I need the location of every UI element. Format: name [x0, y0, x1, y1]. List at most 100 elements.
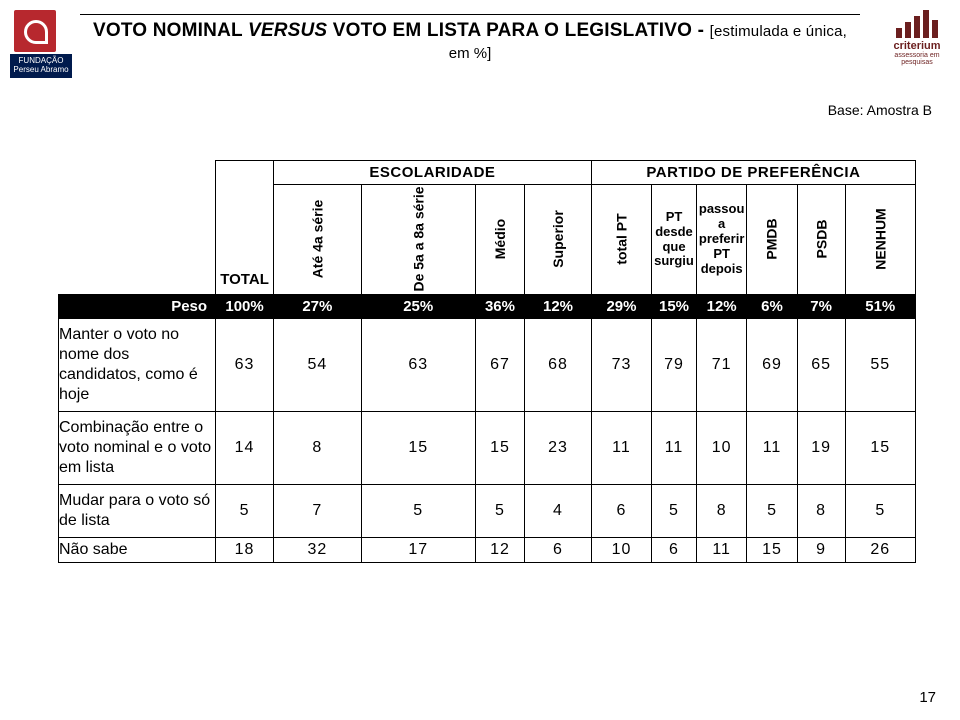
group-partido: PARTIDO DE PREFERÊNCIA: [591, 161, 915, 185]
r1c10: 15: [845, 412, 915, 485]
logo-criterium: criterium assessoria em pesquisas: [886, 10, 948, 66]
pt-depois-l4: depois: [701, 261, 743, 276]
peso-label: Peso: [59, 295, 216, 319]
page-title: VOTO NOMINAL VERSUS VOTO EM LISTA PARA O…: [80, 20, 860, 42]
r2c8: 5: [747, 485, 797, 538]
r0c4: 68: [525, 319, 592, 412]
criterium-brand: criterium: [886, 40, 948, 52]
r3c5: 10: [591, 538, 651, 563]
r3c7: 11: [696, 538, 747, 563]
r3c2: 17: [361, 538, 475, 563]
col-pt-total-label: total PT: [613, 213, 629, 264]
peso-3: 36%: [475, 295, 524, 319]
title-pre: VOTO NOMINAL: [93, 20, 248, 41]
r1c7: 10: [696, 412, 747, 485]
r2c1: 7: [274, 485, 362, 538]
blank-corner: [59, 161, 216, 295]
r3c9: 9: [797, 538, 845, 563]
row-2-label: Mudar para o voto só de lista: [59, 485, 216, 538]
peso-4: 12%: [525, 295, 592, 319]
peso-10: 51%: [845, 295, 915, 319]
criterium-sub2: pesquisas: [886, 59, 948, 66]
title-sub-inline: [estimulada e única,: [710, 23, 847, 40]
group-escolaridade: ESCOLARIDADE: [274, 161, 592, 185]
title-post: VOTO EM LISTA PARA O LEGISLATIVO -: [327, 20, 709, 41]
r1c5: 11: [591, 412, 651, 485]
r1c6: 11: [652, 412, 697, 485]
pt-depois-l1: a: [718, 216, 725, 231]
logo-fundacao: FUNDAÇÃO Perseu Abramo: [10, 10, 72, 78]
data-row-0: Manter o voto no nome dos candidatos, co…: [59, 319, 916, 412]
r3c0: 18: [216, 538, 274, 563]
r3c6: 6: [652, 538, 697, 563]
data-row-3: Não sabe 18 32 17 12 6 10 6 11 15 9 26: [59, 538, 916, 563]
col-psdb: PSDB: [797, 185, 845, 295]
row-0-label: Manter o voto no nome dos candidatos, co…: [59, 319, 216, 412]
page-subtitle: em %]: [80, 45, 860, 62]
col-esc4: Superior: [525, 185, 592, 295]
criterium-sub1: assessoria em: [886, 52, 948, 59]
col-esc2-label: De 5a a 8a série: [410, 186, 426, 291]
peso-6: 15%: [652, 295, 697, 319]
peso-2: 25%: [361, 295, 475, 319]
r2c3: 5: [475, 485, 524, 538]
pt-desde-l1: desde: [655, 224, 693, 239]
r1c8: 11: [747, 412, 797, 485]
col-nenhum-label: NENHUM: [872, 208, 888, 269]
data-row-1: Combinação entre o voto nominal e o voto…: [59, 412, 916, 485]
pt-desde-l0: PT: [666, 209, 683, 224]
col-esc1: Até 4a série: [274, 185, 362, 295]
pt-depois-l2: preferir: [699, 231, 745, 246]
col-pt-total: total PT: [591, 185, 651, 295]
r2c10: 5: [845, 485, 915, 538]
col-pt-desde: PT desde que surgiu: [652, 185, 697, 295]
top-rule: [80, 14, 860, 15]
r2c4: 4: [525, 485, 592, 538]
r0c0: 63: [216, 319, 274, 412]
r2c2: 5: [361, 485, 475, 538]
pt-desde-l3: surgiu: [654, 253, 694, 268]
col-pmdb-label: PMDB: [764, 218, 780, 259]
pt-depois-l0: passou: [699, 201, 745, 216]
r2c7: 8: [696, 485, 747, 538]
col-nenhum: NENHUM: [845, 185, 915, 295]
col-total-label: TOTAL: [220, 271, 269, 288]
col-esc2: De 5a a 8a série: [361, 185, 475, 295]
r1c1: 8: [274, 412, 362, 485]
r0c5: 73: [591, 319, 651, 412]
r1c9: 19: [797, 412, 845, 485]
peso-row: Peso 100% 27% 25% 36% 12% 29% 15% 12% 6%…: [59, 295, 916, 319]
data-row-2: Mudar para o voto só de lista 5 7 5 5 4 …: [59, 485, 916, 538]
peso-1: 27%: [274, 295, 362, 319]
r2c5: 6: [591, 485, 651, 538]
data-table: TOTAL ESCOLARIDADE PARTIDO DE PREFERÊNCI…: [58, 160, 916, 563]
group-header-row: TOTAL ESCOLARIDADE PARTIDO DE PREFERÊNCI…: [59, 161, 916, 185]
r1c3: 15: [475, 412, 524, 485]
r0c3: 67: [475, 319, 524, 412]
r0c7: 71: [696, 319, 747, 412]
base-label: Base: Amostra B: [828, 102, 932, 118]
col-esc4-label: Superior: [550, 210, 566, 268]
peso-9: 7%: [797, 295, 845, 319]
r3c8: 15: [747, 538, 797, 563]
r3c1: 32: [274, 538, 362, 563]
col-esc1-label: Até 4a série: [309, 200, 325, 279]
r0c9: 65: [797, 319, 845, 412]
r3c3: 12: [475, 538, 524, 563]
col-pmdb: PMDB: [747, 185, 797, 295]
pt-depois-l3: PT: [713, 246, 730, 261]
r2c0: 5: [216, 485, 274, 538]
criterium-bars-icon: [886, 10, 948, 38]
fundacao-line1: FUNDAÇÃO: [19, 56, 64, 65]
r0c1: 54: [274, 319, 362, 412]
fundacao-label: FUNDAÇÃO Perseu Abramo: [10, 54, 72, 78]
pt-desde-l2: que: [662, 239, 685, 254]
peso-7: 12%: [696, 295, 747, 319]
page-number: 17: [919, 689, 936, 706]
r1c4: 23: [525, 412, 592, 485]
r0c10: 55: [845, 319, 915, 412]
data-table-wrap: TOTAL ESCOLARIDADE PARTIDO DE PREFERÊNCI…: [58, 160, 916, 563]
col-pt-depois: passou a preferir PT depois: [696, 185, 747, 295]
r3c4: 6: [525, 538, 592, 563]
peso-8: 6%: [747, 295, 797, 319]
